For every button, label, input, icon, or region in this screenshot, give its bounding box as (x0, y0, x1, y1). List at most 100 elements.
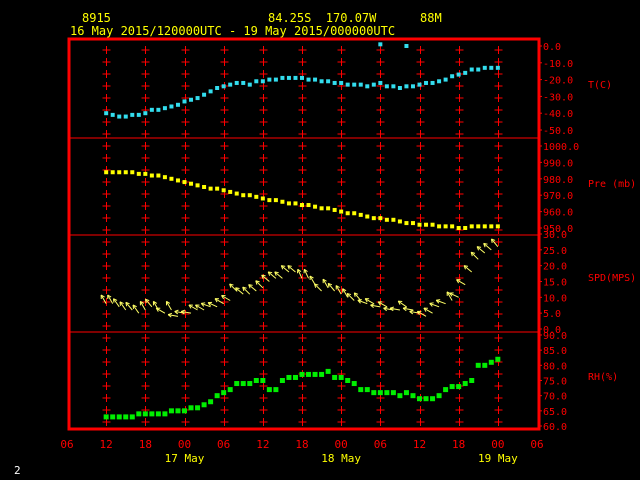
pressure-point (182, 180, 187, 185)
pressure-point (221, 188, 226, 193)
pressure-point (195, 183, 200, 188)
pressure-point (391, 217, 396, 222)
pressure-point (437, 224, 442, 229)
humidity-point (182, 408, 187, 414)
y-tick-label-humidity: 65.0 (543, 407, 567, 418)
wind-arrow (167, 312, 179, 318)
pressure-point (384, 217, 389, 222)
humidity-point (208, 399, 214, 405)
temperature-point (391, 84, 396, 89)
pressure-point (169, 176, 174, 181)
pressure-point (378, 216, 383, 221)
pressure-point (273, 198, 278, 203)
humidity-point (475, 362, 481, 368)
y-tick-label-humidity: 80.0 (543, 361, 567, 372)
temperature-point (463, 70, 468, 75)
y-axis-label-pressure: Pre (mb) (588, 179, 636, 190)
humidity-point (397, 393, 403, 399)
temperature-point (378, 42, 383, 47)
temperature-point (254, 79, 259, 84)
y-tick-label-temperature: -10.0 (543, 59, 573, 70)
y-axis-label-temperature: T(C) (588, 80, 612, 91)
humidity-point (221, 390, 227, 396)
wind-arrow (364, 298, 375, 305)
wind-arrow (476, 246, 486, 254)
temperature-point (123, 114, 128, 119)
wind-arrow (255, 280, 264, 289)
wind-arrow (416, 310, 427, 317)
pressure-point (110, 170, 115, 175)
pressure-point (313, 204, 318, 209)
humidity-point (175, 408, 181, 414)
pressure-point (175, 178, 180, 183)
temperature-point (247, 82, 252, 87)
pressure-point (476, 224, 481, 229)
temperature-point (430, 80, 435, 85)
humidity-point (266, 387, 272, 393)
station-location: 84.25S 170.07W (268, 11, 377, 25)
y-tick-label-humidity: 70.0 (543, 392, 567, 403)
temperature-point (267, 77, 272, 82)
temperature-point (417, 82, 422, 87)
pressure-point (215, 186, 220, 191)
y-tick-label-humidity: 75.0 (543, 377, 567, 388)
temperature-point (175, 102, 180, 107)
x-day-label: 19 May (478, 452, 518, 465)
humidity-point (227, 387, 233, 393)
y-tick-label-pressure: 970.0 (543, 191, 573, 202)
humidity-point (377, 390, 383, 396)
pressure-point (300, 203, 304, 208)
wind-arrow (389, 306, 401, 312)
pressure-point (202, 185, 207, 189)
y-axis-label-wind: SPD(MPS) (588, 273, 636, 284)
temperature-point (149, 107, 154, 112)
pressure-point (306, 203, 311, 208)
temperature-point (221, 84, 226, 89)
wind-arrow (297, 268, 303, 279)
pressure-point (117, 170, 122, 175)
temperature-point (306, 77, 311, 82)
pressure-point (319, 206, 324, 211)
temperature-point (156, 107, 161, 112)
humidity-point (358, 387, 364, 393)
humidity-point (286, 374, 292, 380)
x-tick-label: 00 (491, 438, 504, 451)
x-tick-label: 12 (256, 438, 269, 451)
humidity-point (436, 393, 442, 399)
wind-arrow (470, 251, 479, 260)
x-tick-label: 12 (413, 438, 426, 451)
pressure-point (136, 171, 141, 176)
temperature-point (456, 72, 461, 77)
wind-arrow (132, 304, 140, 314)
humidity-point (325, 368, 331, 374)
humidity-point (129, 414, 135, 420)
humidity-point (253, 378, 259, 383)
pressure-point (260, 196, 265, 201)
wind-arrow (144, 298, 153, 308)
temperature-point (437, 79, 442, 84)
y-tick-label-humidity: 90.0 (543, 331, 567, 342)
humidity-point (247, 381, 253, 387)
y-tick-label-pressure: 980.0 (543, 175, 573, 186)
wind-arrow (214, 298, 224, 305)
wind-arrow (242, 286, 251, 295)
y-tick-label-temperature: -50.0 (543, 126, 573, 137)
humidity-point (116, 414, 122, 420)
pressure-point (352, 211, 357, 216)
wind-arrow (100, 294, 107, 304)
wind-arrow (229, 283, 238, 292)
temperature-point (110, 112, 115, 117)
humidity-point (299, 371, 305, 377)
humidity-point (279, 378, 285, 383)
wind-arrow (335, 285, 342, 295)
x-tick-label: 18 (139, 438, 152, 451)
station-elevation: 88M (420, 11, 442, 25)
y-tick-label-wind: 15.0 (543, 278, 567, 289)
wind-arrow (188, 304, 198, 311)
wind-arrow (342, 288, 349, 298)
y-axis-label-humidity: RH(%) (588, 372, 618, 383)
y-tick-label-temperature: -30.0 (543, 92, 573, 103)
temperature-point (313, 77, 318, 82)
pressure-point (234, 191, 239, 196)
